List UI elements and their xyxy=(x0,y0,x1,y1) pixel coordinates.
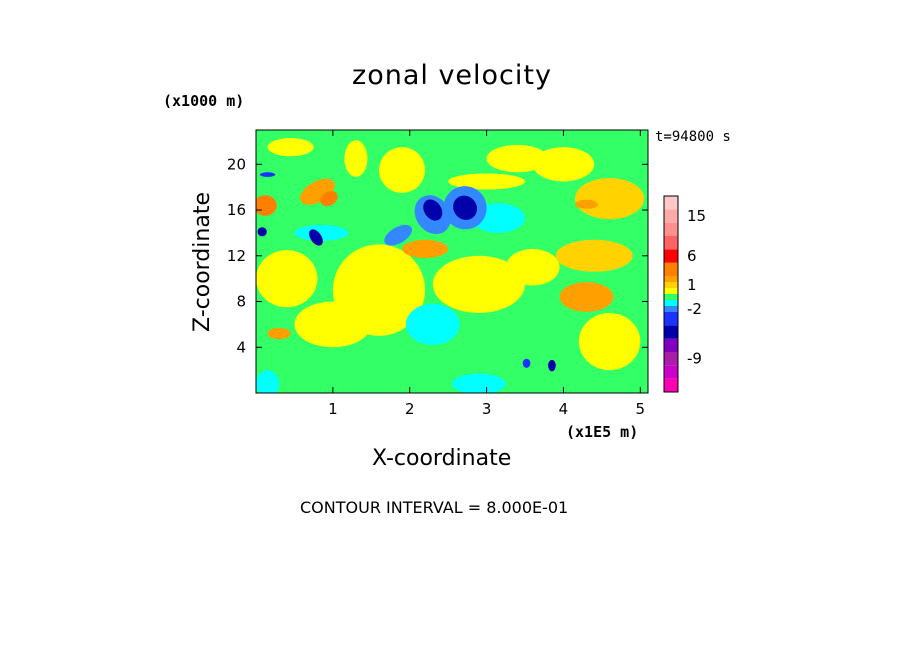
colorbar-label: -2 xyxy=(687,300,702,318)
colorbar-band xyxy=(664,209,678,223)
contour-region xyxy=(423,199,443,221)
x-tick-label: 5 xyxy=(636,400,646,418)
colorbar-label: 15 xyxy=(687,207,706,225)
x-ticks: 1 2 3 4 5 xyxy=(328,130,645,418)
colorbar-band xyxy=(664,236,678,250)
colorbar-label: -9 xyxy=(687,350,702,368)
contour-region xyxy=(432,255,526,313)
colorbar-frame xyxy=(663,195,679,393)
contour-region xyxy=(294,224,349,241)
colorbar-band xyxy=(664,300,678,306)
contour-region xyxy=(294,301,372,348)
colorbar-band xyxy=(664,288,678,294)
contour-region xyxy=(267,327,291,340)
contour-region xyxy=(405,303,460,345)
contour-region xyxy=(578,312,641,371)
contour-region xyxy=(256,370,280,393)
colorbar-band xyxy=(664,365,678,379)
colorbar-band xyxy=(664,276,678,282)
colorbar-band xyxy=(664,282,678,288)
chart-title: zonal velocity xyxy=(352,60,552,91)
x-tick-label: 3 xyxy=(482,400,492,418)
contour-region xyxy=(559,282,614,312)
contour-region xyxy=(267,138,314,157)
x-axis-unit: (x1E5 m) xyxy=(566,423,639,441)
colorbar-band xyxy=(664,352,678,366)
colorbar-band xyxy=(664,294,678,300)
colorbar-band xyxy=(664,325,678,339)
contour-region xyxy=(522,358,531,368)
x-tick-label: 1 xyxy=(328,400,338,418)
contour-region xyxy=(548,359,556,372)
contour-region xyxy=(452,373,506,393)
contour-region xyxy=(309,229,323,246)
contour-region xyxy=(257,227,267,237)
colorbar-band xyxy=(664,196,678,210)
colorbar-band xyxy=(664,312,678,326)
colorbar-band xyxy=(664,378,678,392)
contour-region xyxy=(384,224,413,246)
contour-region xyxy=(256,250,318,308)
contour-region xyxy=(402,239,449,259)
colorbar-band xyxy=(664,262,678,276)
colorbar: 15 6 1 -2 -9 xyxy=(663,195,706,393)
contour-interval-text: CONTOUR INTERVAL = 8.000E-01 xyxy=(300,498,569,517)
time-label: t=94800 s xyxy=(655,129,731,145)
x-axis-label: X-coordinate xyxy=(372,446,512,471)
y-tick-label: 4 xyxy=(236,338,246,356)
contour-region xyxy=(453,195,478,220)
contour-region xyxy=(486,144,549,173)
y-tick-label: 16 xyxy=(227,201,246,219)
y-tick-label: 20 xyxy=(227,155,246,173)
colorbar-band xyxy=(664,338,678,352)
plot-frame xyxy=(255,129,649,394)
contour-region xyxy=(574,199,599,209)
contour-field xyxy=(256,130,648,393)
colorbar-band xyxy=(664,222,678,236)
y-tick-label: 8 xyxy=(236,293,246,311)
contour-region xyxy=(379,147,426,193)
y-tick-label: 12 xyxy=(227,247,246,265)
contour-region xyxy=(555,239,633,272)
colorbar-band xyxy=(664,249,678,263)
contour-region xyxy=(505,248,560,286)
contour-region xyxy=(574,178,645,220)
contour-region xyxy=(532,147,595,182)
y-ticks: 4 8 12 16 20 xyxy=(227,155,648,356)
colorbar-label: 6 xyxy=(687,247,697,265)
contour-region xyxy=(344,140,368,177)
contour-region xyxy=(320,191,338,207)
x-tick-label: 4 xyxy=(559,400,569,418)
colorbar-band xyxy=(664,306,678,312)
contour-region xyxy=(259,199,272,212)
z-axis-unit: (x1000 m) xyxy=(163,92,245,110)
contour-region xyxy=(259,172,276,177)
colorbar-label: 1 xyxy=(687,276,697,294)
x-tick-label: 2 xyxy=(405,400,415,418)
contour-region xyxy=(448,173,526,190)
